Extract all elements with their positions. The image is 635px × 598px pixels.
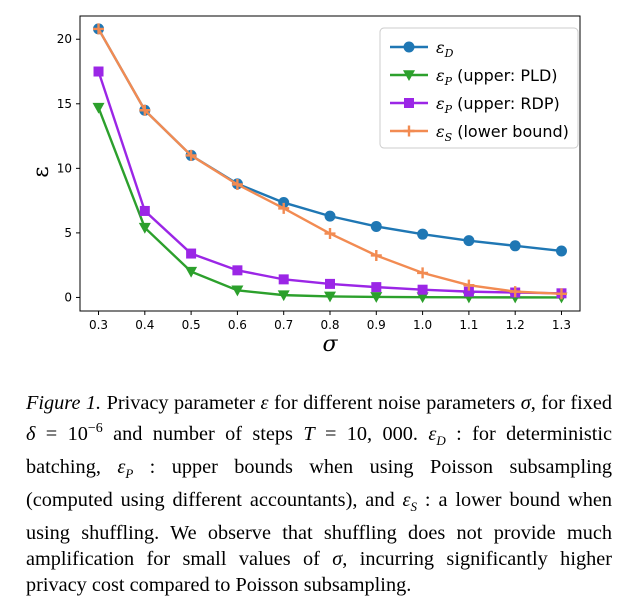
- data-point: [370, 220, 382, 232]
- caption-eps-D-sub: D: [436, 432, 446, 448]
- legend-entry: εP (upper: RDP): [390, 94, 560, 116]
- data-point: [463, 235, 475, 247]
- x-tick-label: 1.2: [506, 318, 525, 332]
- data-point: [185, 266, 198, 278]
- data-point: [404, 98, 414, 108]
- data-point: [416, 292, 429, 304]
- caption-delta: δ: [26, 422, 36, 445]
- data-point: [509, 240, 521, 252]
- data-point: [324, 291, 336, 303]
- data-point: [370, 292, 383, 303]
- y-tick-label: 10: [57, 161, 72, 175]
- caption-delta-exp: −6: [87, 421, 103, 436]
- legend-label: εP (upper: RDP): [436, 94, 560, 116]
- data-point: [417, 228, 429, 240]
- data-point: [231, 178, 243, 190]
- y-tick-label: 5: [64, 226, 72, 240]
- x-tick-label: 0.5: [182, 318, 201, 332]
- data-point: [403, 41, 415, 53]
- caption-text: , for fixed: [530, 392, 613, 414]
- legend-entry: εS (lower bound): [390, 122, 569, 144]
- data-point: [463, 286, 474, 297]
- x-tick-label: 0.8: [320, 318, 339, 332]
- data-point: [277, 290, 290, 302]
- x-tick-label: 1.1: [459, 318, 478, 332]
- series-lines: [92, 23, 568, 304]
- caption-eps-D: ε: [428, 422, 437, 445]
- caption-text: : upper bounds when using Poisson subsam…: [26, 455, 612, 511]
- y-tick-label: 15: [57, 97, 72, 111]
- caption-text: : a lower bound when using shuffling. We…: [26, 488, 612, 570]
- legend-label: εS (lower bound): [436, 122, 569, 144]
- caption-text: and number of steps: [102, 422, 304, 445]
- series: [93, 23, 567, 300]
- data-point: [324, 228, 336, 240]
- data-point: [278, 274, 289, 285]
- x-tick-label: 0.6: [228, 318, 247, 332]
- data-point: [92, 102, 105, 114]
- caption-text: , incurring significantly higher privacy…: [26, 547, 612, 596]
- data-point: [555, 288, 567, 300]
- caption-eps-S-sub: S: [410, 498, 418, 514]
- data-point: [417, 284, 428, 295]
- x-tick-label: 1.3: [552, 318, 571, 332]
- caption-delta-base: 10: [67, 422, 88, 445]
- caption-eq: =: [314, 422, 347, 445]
- data-point: [232, 265, 243, 276]
- data-point: [139, 205, 150, 216]
- caption-text: for different noise parameters: [268, 392, 521, 414]
- data-point: [417, 267, 429, 279]
- caption-eq: =: [35, 422, 68, 445]
- data-point: [185, 149, 197, 161]
- figure-caption: Figure 1. Privacy parameter ε for differ…: [26, 390, 612, 598]
- data-point: [403, 70, 415, 81]
- x-tick-label: 1.0: [413, 318, 432, 332]
- caption-text: : for deterministic batching,: [26, 422, 613, 478]
- caption-lead: Figure 1.: [26, 392, 102, 414]
- privacy-chart: 0.3 0.4 0.5 0.6 0.7 0.8 0.9 1.0 1.1 1.2 1.3 0 5 10 15 2…: [29, 15, 581, 357]
- data-point: [371, 282, 382, 293]
- caption-sigma: σ: [520, 392, 531, 414]
- caption-text: Privacy parameter: [101, 392, 261, 414]
- y-tick-label: 0: [64, 290, 72, 304]
- caption-eps-P: ε: [117, 455, 126, 478]
- data-point: [463, 279, 475, 291]
- x-tick-label: 0.4: [135, 318, 154, 332]
- caption-eps-S: ε: [402, 488, 411, 511]
- data-point: [325, 278, 335, 289]
- data-point: [231, 285, 244, 297]
- data-point: [509, 286, 521, 298]
- x-tick-label: 0.9: [367, 318, 386, 332]
- caption-sigma: σ: [332, 547, 343, 570]
- legend-label: εP (upper: PLD): [436, 66, 558, 88]
- legend: εD εP (upper: PLD) εP (upper: RDP) εS (lowe…: [379, 27, 579, 149]
- data-point: [324, 210, 336, 222]
- x-tick-label: 0.7: [274, 318, 293, 332]
- caption-epsilon: ε: [260, 392, 269, 414]
- legend-entry: εD: [390, 38, 454, 60]
- y-axis-label: ε: [29, 166, 54, 177]
- y-tick-label: 20: [57, 32, 72, 46]
- data-point: [138, 222, 151, 234]
- data-point: [370, 249, 382, 261]
- data-point: [186, 248, 197, 259]
- legend-box: [379, 27, 579, 149]
- data-point: [278, 197, 290, 209]
- axes: 0.3 0.4 0.5 0.6 0.7 0.8 0.9 1.0 1.1 1.2 1.3 0 5 10 15 2…: [57, 32, 571, 332]
- caption-eps-P-sub: P: [125, 465, 134, 481]
- x-tick-label: 0.3: [89, 318, 108, 332]
- data-point: [93, 66, 104, 77]
- data-point: [93, 23, 105, 35]
- data-point: [555, 245, 567, 257]
- caption-T: T: [303, 422, 315, 445]
- x-axis-label: σ: [322, 332, 338, 357]
- data-point: [278, 202, 290, 214]
- caption-T-value: 10, 000.: [346, 422, 418, 445]
- data-point: [403, 125, 415, 137]
- data-point: [139, 104, 151, 116]
- legend-entry: εP (upper: PLD): [390, 66, 558, 88]
- legend-label: εD: [436, 38, 454, 60]
